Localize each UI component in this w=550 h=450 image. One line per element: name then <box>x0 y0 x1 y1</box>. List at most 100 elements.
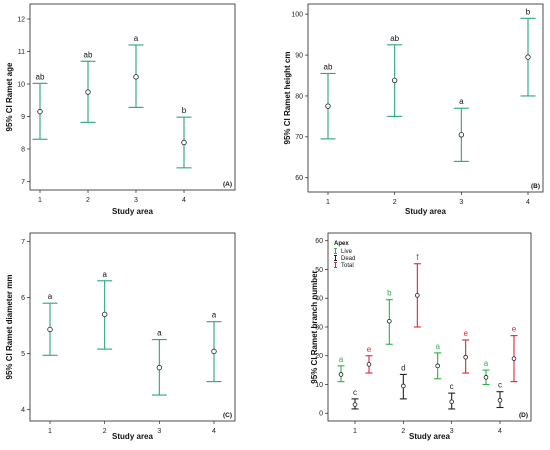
significance-letter: a <box>212 311 217 320</box>
x-axis-label: Study area <box>112 432 153 441</box>
y-tick-label: 30 <box>315 324 323 331</box>
y-tick-label: 20 <box>315 353 323 360</box>
mean-point <box>47 326 53 333</box>
y-tick-label: 11 <box>18 49 25 56</box>
x-tick-label: 4 <box>526 199 530 206</box>
x-tick-label: 2 <box>401 428 405 435</box>
y-tick-label: 7 <box>21 239 25 246</box>
significance-letter: a <box>484 359 489 368</box>
x-tick-label: 2 <box>393 199 397 206</box>
mean-point <box>338 372 344 377</box>
chart-panel-3: 4 5 6 7 1 2 3 4 Study area 95% CI Ramet diameter … <box>5 232 236 441</box>
plot-frame <box>29 232 236 422</box>
significance-letter: b <box>526 7 531 16</box>
mean-point <box>156 364 163 371</box>
legend-entry: Dead <box>341 256 355 262</box>
legend-title: Apex <box>334 241 349 247</box>
significance-letter: ab <box>36 72 45 81</box>
mean-point <box>463 354 468 360</box>
mean-point <box>415 293 420 298</box>
significance-letter: a <box>102 270 107 279</box>
mean-point <box>133 74 139 80</box>
significance-letter: a <box>134 34 139 43</box>
y-tick-label: 0 <box>319 411 323 418</box>
mean-point <box>483 375 489 380</box>
significance-letter: f <box>416 253 419 262</box>
x-tick-label: 1 <box>38 197 42 204</box>
mean-point <box>366 362 372 367</box>
significance-letter: a <box>339 355 344 364</box>
mean-point <box>101 311 108 318</box>
panel-label: (D) <box>519 412 528 419</box>
x-tick-label: 1 <box>48 428 52 435</box>
significance-letter: ab <box>84 50 93 59</box>
mean-point <box>391 77 398 84</box>
significance-letter: b <box>387 289 392 298</box>
x-tick-label: 4 <box>182 197 186 204</box>
y-axis-label: 95% CI Ramet age <box>5 62 14 131</box>
legend-entry: Live <box>341 249 353 255</box>
x-tick-label: 4 <box>212 428 216 435</box>
y-tick-label: 5 <box>21 351 25 358</box>
x-tick-label: 3 <box>157 428 161 435</box>
significance-letter: b <box>182 106 187 115</box>
panel-label: (C) <box>223 412 232 419</box>
mean-point <box>387 318 392 324</box>
y-tick-label: 12 <box>17 16 25 23</box>
mean-point <box>181 139 187 146</box>
mean-point <box>511 356 517 361</box>
y-tick-label: 4 <box>21 407 25 414</box>
mean-point <box>352 402 358 407</box>
x-tick-label: 3 <box>134 197 138 204</box>
panel-label: (B) <box>531 183 540 190</box>
mean-point <box>497 398 503 403</box>
significance-letter: e <box>367 345 372 354</box>
significance-letter: c <box>353 388 357 397</box>
plot-frame <box>307 3 544 193</box>
significance-letter: a <box>157 329 162 338</box>
x-tick-label: 2 <box>103 428 107 435</box>
x-tick-label: 3 <box>450 428 454 435</box>
x-tick-label: 4 <box>498 428 502 435</box>
panel-label: (A) <box>223 181 232 188</box>
mean-point <box>85 89 91 95</box>
y-tick-label: 9 <box>21 114 25 121</box>
significance-letter: e <box>512 325 517 334</box>
mean-point <box>458 132 465 138</box>
significance-letter: ab <box>390 34 399 43</box>
y-tick-label: 60 <box>315 238 323 245</box>
x-axis-label: Study area <box>112 207 153 216</box>
y-axis-label: 95% CI Ramet branch number <box>310 270 319 383</box>
mean-point <box>211 348 217 355</box>
mean-point <box>37 108 43 115</box>
mean-point <box>525 54 531 60</box>
y-tick-label: 8 <box>21 146 25 153</box>
x-tick-label: 2 <box>86 197 90 204</box>
y-axis-label: 95% CI Ramet diameter mm <box>5 275 14 380</box>
y-tick-label: 6 <box>21 295 25 302</box>
legend-entry: Total <box>341 263 354 269</box>
x-axis-label: Study area <box>409 432 450 441</box>
y-axis-label: 95% CI Ramet height cm <box>283 52 292 145</box>
mean-point <box>435 363 440 369</box>
significance-letter: a <box>459 97 464 106</box>
mean-point <box>325 103 331 109</box>
y-tick-label: 10 <box>315 382 323 389</box>
significance-letter: c <box>450 382 454 391</box>
y-tick-label: 100 <box>291 12 303 19</box>
y-tick-label: 80 <box>295 93 303 100</box>
plot-frame <box>29 3 236 191</box>
y-tick-label: 70 <box>295 134 303 141</box>
significance-letter: c <box>498 381 502 390</box>
y-tick-label: 10 <box>17 81 25 88</box>
significance-letter: d <box>401 363 405 372</box>
significance-letter: e <box>463 329 468 338</box>
significance-letter: a <box>435 342 440 351</box>
significance-letter: ab <box>324 62 333 71</box>
x-tick-label: 1 <box>353 428 357 435</box>
mean-point <box>449 399 454 405</box>
x-tick-label: 1 <box>326 199 330 206</box>
x-tick-label: 3 <box>459 199 463 206</box>
